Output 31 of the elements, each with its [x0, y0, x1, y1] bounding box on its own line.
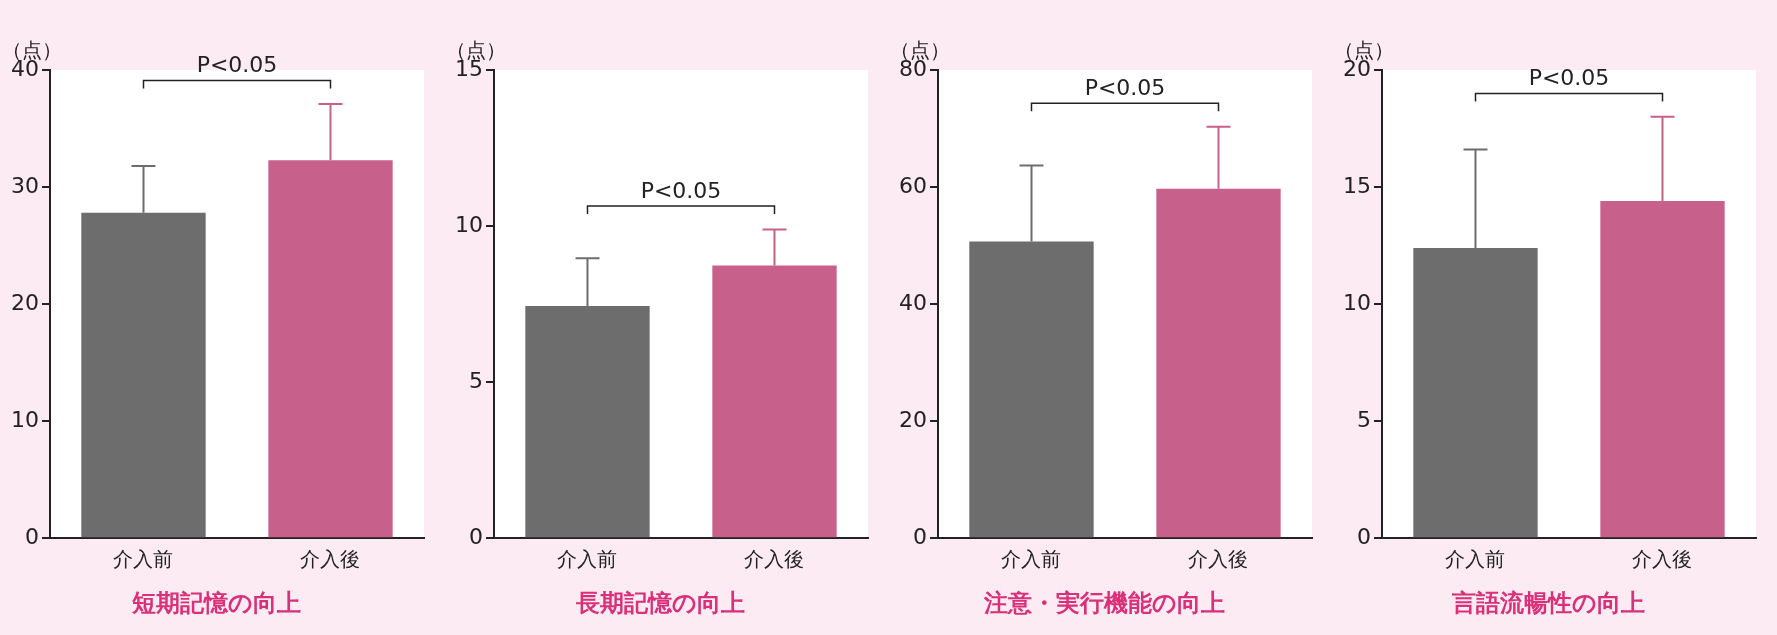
y-tick-label: 60 — [898, 172, 927, 198]
y-tick-label: 0 — [1356, 523, 1371, 549]
x-tick-label: 介入前 — [1001, 547, 1062, 572]
text: 短期記憶の向上 — [130, 588, 301, 617]
x-tick-label: 介入後 — [1632, 547, 1693, 572]
annotation: P<0.05 — [1084, 75, 1166, 101]
y-tick-label: 5 — [1356, 406, 1371, 432]
x-tick-label: 介入前 — [1445, 547, 1506, 572]
y-tick-label: 15 — [1342, 172, 1371, 198]
x-tick-label: 介入前 — [113, 547, 174, 572]
x-tick-label: 介入後 — [300, 547, 361, 572]
y-tick-label: 10 — [1342, 289, 1371, 315]
y-tick-label: 0 — [912, 523, 927, 549]
text: 注意・実行機能の向上 — [982, 588, 1225, 617]
y-tick-label: 0 — [468, 523, 483, 549]
text: 言語流暢性の向上 — [1450, 588, 1645, 617]
y-tick-label: 10 — [454, 211, 483, 237]
y-tick-label: 5 — [468, 367, 483, 393]
y-tick-label: 20 — [10, 289, 39, 315]
x-tick-label: 介入後 — [744, 547, 805, 572]
x-tick-label: 介入前 — [557, 547, 618, 572]
annotation: P<0.05 — [196, 52, 278, 78]
annotation: P<0.05 — [640, 177, 722, 203]
y-tick-label: 40 — [898, 289, 927, 315]
y-tick-label: 30 — [10, 172, 39, 198]
y-tick-label: 0 — [24, 523, 39, 549]
y-tick-label: 10 — [10, 406, 39, 432]
text: 長期記憶の向上 — [574, 588, 745, 617]
annotation: P<0.05 — [1528, 65, 1610, 91]
y-tick-label: 20 — [898, 406, 927, 432]
x-tick-label: 介入後 — [1188, 547, 1249, 572]
